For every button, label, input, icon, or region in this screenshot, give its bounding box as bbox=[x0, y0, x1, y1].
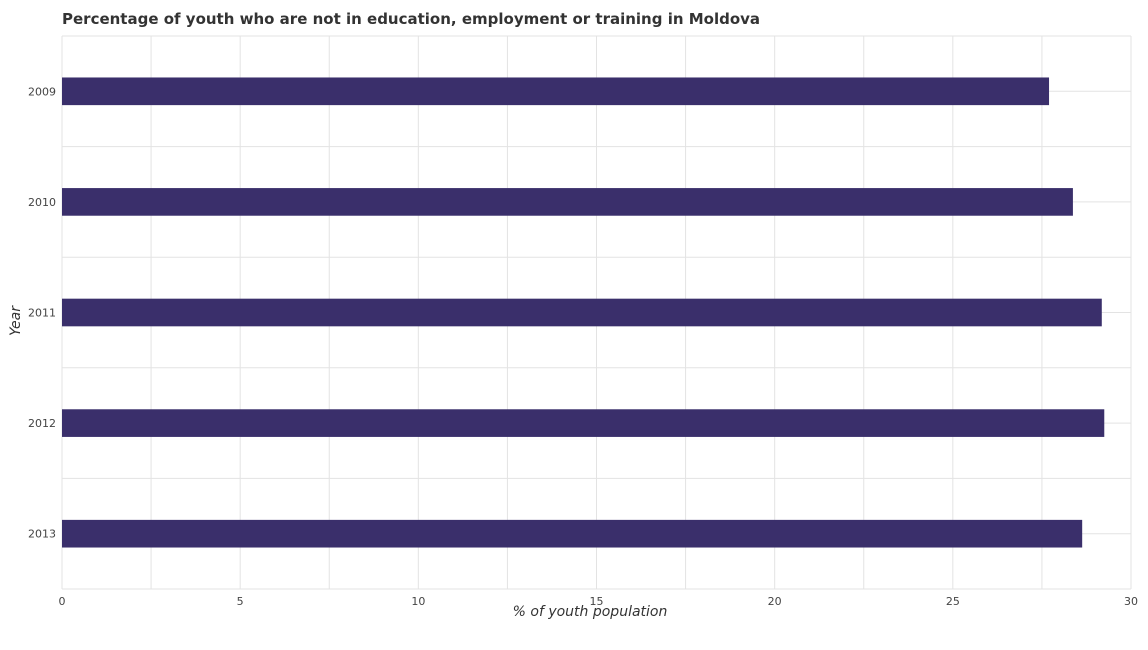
x-tick-label: 25 bbox=[946, 595, 960, 608]
y-axis-label: Year bbox=[8, 305, 24, 336]
y-tick-label: 2011 bbox=[28, 307, 56, 320]
bar-2013 bbox=[62, 519, 1083, 548]
x-axis-ticks: 0 5 10 15 20 25 30 bbox=[59, 595, 1139, 608]
bar-2010 bbox=[62, 188, 1073, 216]
x-tick-label: 10 bbox=[411, 595, 425, 608]
y-tick-label: 2013 bbox=[28, 528, 56, 541]
x-tick-label: 30 bbox=[1124, 595, 1138, 608]
y-tick-label: 2010 bbox=[28, 196, 56, 209]
bar-2011 bbox=[62, 298, 1102, 327]
x-tick-label: 0 bbox=[59, 595, 66, 608]
y-tick-label: 2012 bbox=[28, 417, 56, 430]
bars bbox=[62, 77, 1105, 548]
bar-2009 bbox=[62, 77, 1050, 106]
x-tick-label: 20 bbox=[768, 595, 782, 608]
bar-2012 bbox=[62, 409, 1105, 437]
chart-title: Percentage of youth who are not in educa… bbox=[62, 10, 760, 28]
y-tick-label: 2009 bbox=[28, 85, 56, 98]
y-axis-ticks: 2009 2010 2011 2012 2013 bbox=[28, 85, 56, 540]
x-tick-label: 15 bbox=[590, 595, 604, 608]
x-axis-label: % of youth population bbox=[513, 604, 668, 620]
x-tick-label: 5 bbox=[237, 595, 244, 608]
